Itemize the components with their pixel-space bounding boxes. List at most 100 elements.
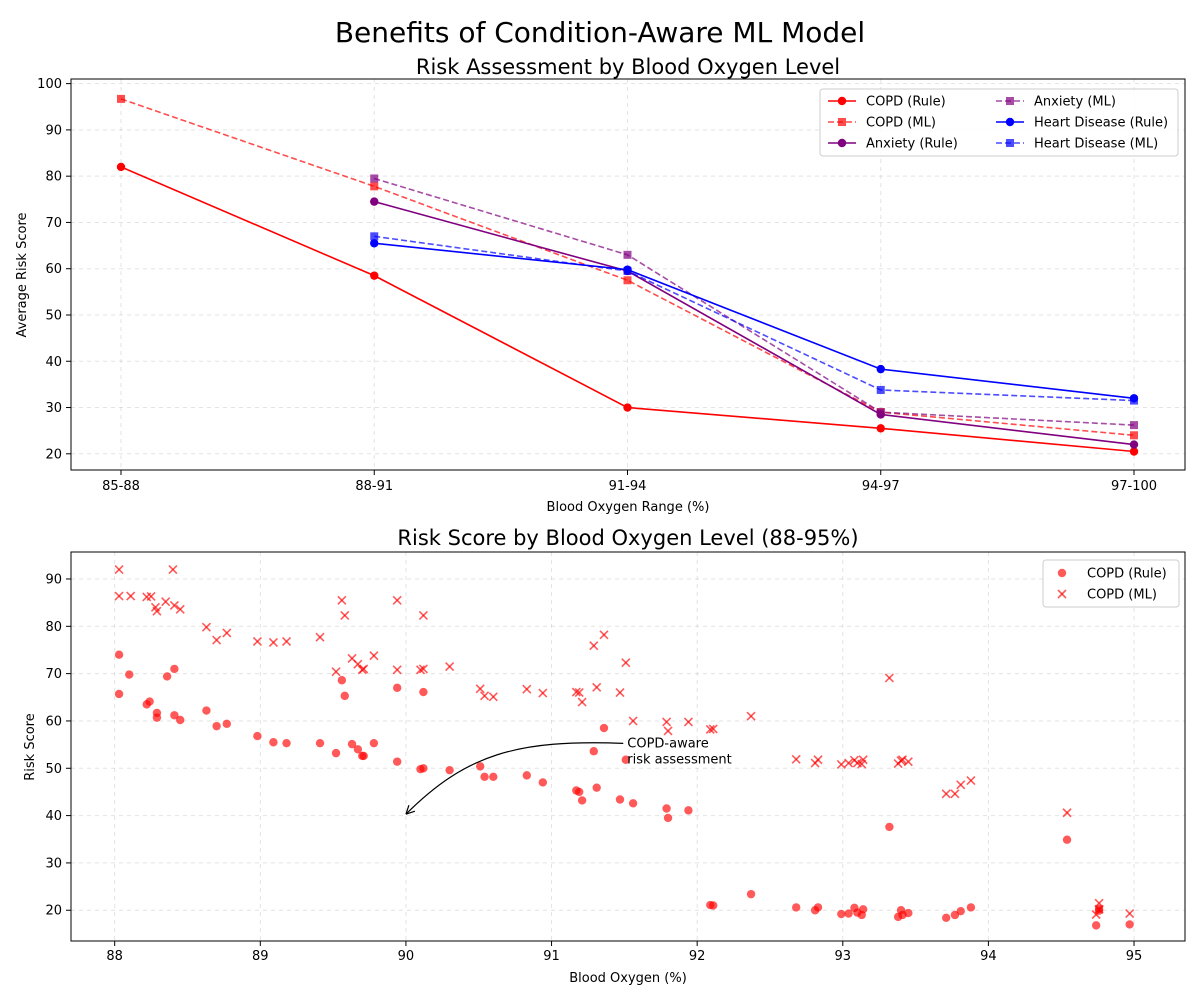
- data-point: [941, 789, 951, 799]
- series-heart-disease-rule: [370, 239, 1139, 403]
- legend-label: COPD (Rule): [1087, 567, 1167, 582]
- data-point: [282, 738, 291, 748]
- data-point: [1091, 909, 1101, 920]
- data-point: [222, 719, 232, 728]
- legend-label: COPD (Rule): [866, 95, 946, 110]
- data-point: [858, 905, 868, 914]
- x-tick-label: 93: [835, 949, 852, 964]
- data-point: [663, 813, 673, 823]
- y-tick-label: 50: [45, 762, 62, 777]
- legend-marker: [1005, 117, 1015, 127]
- data-point: [392, 683, 402, 693]
- series-copd-rule: [114, 650, 1134, 930]
- series-copd-rule: [116, 162, 1139, 456]
- line-chart-title: Risk Assessment by Blood Oxygen Level: [416, 55, 840, 79]
- data-point: [876, 385, 885, 394]
- data-point: [1129, 440, 1139, 449]
- data-point: [202, 706, 211, 715]
- data-point: [623, 267, 632, 276]
- series-line: [374, 200, 1135, 446]
- data-point: [592, 682, 602, 692]
- data-point: [116, 162, 126, 172]
- data-point: [281, 636, 292, 647]
- x-tick-label: 94-97: [862, 479, 900, 494]
- data-point: [152, 606, 162, 616]
- data-point: [623, 403, 632, 412]
- data-point: [392, 595, 402, 605]
- data-point: [340, 610, 350, 620]
- x-tick-label: 85-88: [102, 479, 140, 494]
- scatter-chart-y-axis-label: Risk Score: [23, 713, 38, 781]
- data-point: [1062, 835, 1072, 844]
- data-point: [1125, 908, 1135, 919]
- data-point: [170, 711, 179, 720]
- x-tick-label: 94: [980, 949, 997, 964]
- data-point: [1062, 808, 1072, 818]
- legend-entry: COPD (ML): [828, 116, 936, 131]
- data-point: [488, 692, 498, 702]
- data-point: [370, 239, 379, 248]
- data-point: [623, 276, 632, 285]
- data-point: [1125, 920, 1134, 929]
- data-point: [315, 632, 325, 642]
- x-tick-label: 90: [398, 949, 415, 964]
- legend-marker: [1057, 589, 1067, 599]
- x-tick-label: 92: [689, 949, 706, 964]
- figure-suptitle: Benefits of Condition-Aware ML Model: [335, 16, 865, 49]
- data-point: [418, 610, 428, 620]
- data-point: [347, 739, 357, 749]
- data-point: [353, 745, 363, 754]
- data-point: [571, 687, 581, 697]
- data-point: [146, 591, 156, 602]
- y-tick-label: 70: [45, 667, 62, 682]
- data-point: [941, 913, 951, 923]
- series-anxiety-ml: [370, 174, 1138, 430]
- scatter-chart-title: Risk Score by Blood Oxygen Level (88-95%…: [397, 526, 858, 550]
- data-point: [370, 174, 379, 183]
- legend-marker: [838, 118, 846, 126]
- data-point: [269, 738, 278, 747]
- data-point: [844, 909, 853, 918]
- data-point: [615, 795, 625, 804]
- data-point: [589, 641, 599, 651]
- data-point: [212, 721, 221, 731]
- data-point: [577, 796, 587, 805]
- data-point: [1130, 396, 1138, 405]
- data-point: [370, 271, 379, 280]
- data-point: [370, 182, 379, 191]
- data-point: [331, 748, 341, 758]
- data-point: [161, 597, 171, 607]
- x-tick-label: 97-100: [1111, 479, 1157, 494]
- scatter-chart-frame: [70, 551, 1186, 942]
- data-point: [538, 778, 548, 787]
- x-tick-label: 88: [106, 949, 123, 964]
- y-tick-label: 100: [37, 77, 62, 92]
- data-point: [168, 564, 178, 575]
- data-point: [705, 724, 715, 735]
- x-tick-label: 89: [252, 949, 269, 964]
- data-point: [331, 667, 341, 677]
- legend-entry: Anxiety (Rule): [828, 137, 958, 152]
- legend-marker: [837, 96, 847, 106]
- x-tick-label: 91-94: [609, 479, 647, 494]
- data-point: [176, 715, 185, 725]
- data-point: [392, 665, 402, 675]
- data-point: [903, 757, 913, 767]
- y-tick-label: 30: [45, 856, 62, 871]
- data-point: [885, 822, 894, 832]
- y-tick-label: 20: [45, 904, 62, 919]
- data-point: [966, 776, 976, 786]
- data-point: [522, 771, 531, 780]
- data-point: [599, 723, 609, 733]
- data-point: [575, 787, 584, 797]
- data-point: [1130, 421, 1138, 430]
- series-anxiety-rule: [370, 197, 1139, 449]
- data-point: [479, 691, 490, 701]
- data-point: [615, 687, 625, 698]
- y-tick-label: 40: [45, 809, 62, 824]
- scatter-chart: Risk Score by Blood Oxygen Level (88-95%…: [23, 526, 1186, 986]
- legend-marker: [1006, 97, 1014, 105]
- data-point: [445, 765, 454, 775]
- data-point: [1129, 447, 1139, 456]
